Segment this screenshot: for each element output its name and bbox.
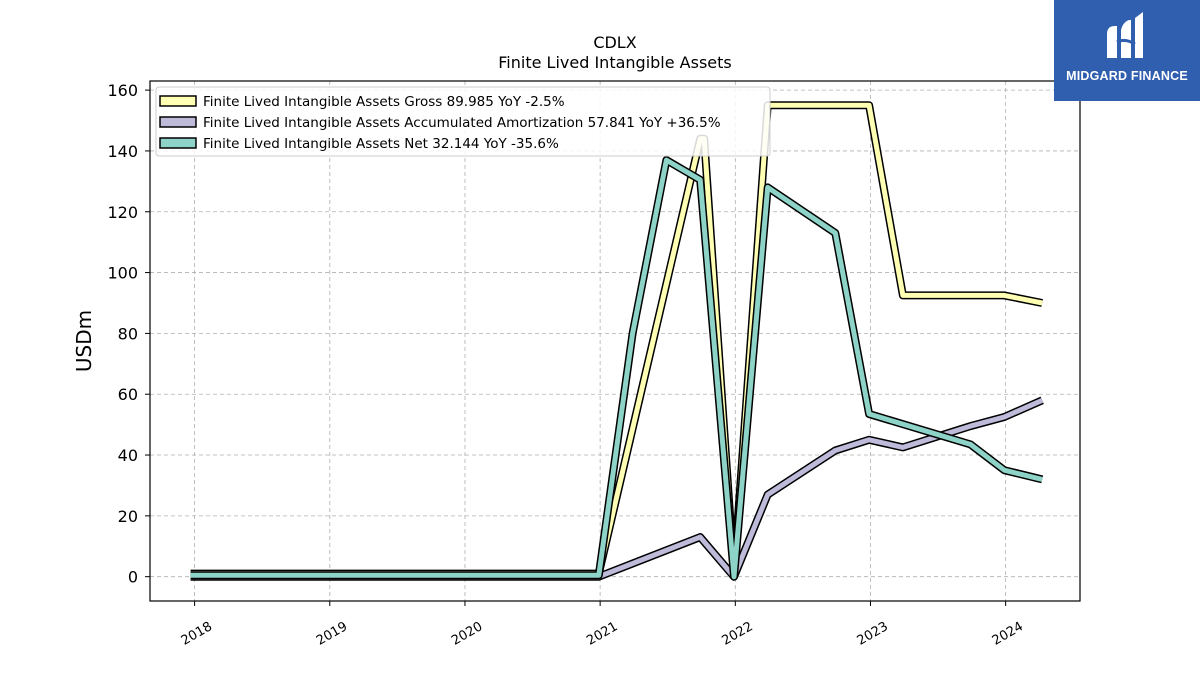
- legend-entry: Finite Lived Intangible Assets Gross 89.…: [203, 94, 565, 110]
- legend-entry: Finite Lived Intangible Assets Accumulat…: [203, 115, 721, 131]
- x-tick-label: 2022: [719, 619, 755, 649]
- plot-area-frame: [149, 80, 1081, 602]
- y-tick-label: 140: [107, 142, 138, 161]
- midgard-finance-logo: MIDGARD FINANCE: [1054, 0, 1200, 101]
- chart-subtitle: Finite Lived Intangible Assets: [498, 53, 731, 72]
- legend-swatch: [159, 137, 197, 149]
- axis-ticks: 0 20 40 60 80 100 120 140 160 2018 2019 2020 2021 202…: [107, 81, 1026, 649]
- x-tick-label: 2023: [855, 619, 891, 649]
- y-tick-label: 80: [118, 324, 138, 343]
- x-tick-label: 2018: [179, 619, 215, 649]
- y-axis-label: USDm: [72, 310, 96, 372]
- legend-swatch: [159, 116, 197, 128]
- series-line-3: [190, 157, 1043, 580]
- x-tick-label: 2019: [314, 619, 350, 649]
- series-lines: [190, 101, 1044, 581]
- y-tick-label: 40: [118, 446, 138, 465]
- series-line-1: [190, 102, 1043, 577]
- chart-title: CDLX: [593, 33, 636, 52]
- y-tick-label: 20: [118, 507, 138, 526]
- grid-lines: [150, 81, 1080, 601]
- legend-entry: Finite Lived Intangible Assets Net 32.14…: [203, 136, 559, 152]
- y-tick-label: 60: [118, 385, 138, 404]
- y-tick-label: 0: [128, 568, 138, 587]
- series-line-2: [190, 398, 1044, 580]
- y-tick-label: 100: [107, 264, 138, 283]
- y-tick-label: 160: [107, 81, 138, 100]
- x-tick-label: 2024: [990, 619, 1026, 649]
- x-tick-label: 2021: [584, 619, 620, 649]
- y-tick-label: 120: [107, 203, 138, 222]
- legend: Finite Lived Intangible Assets Gross 89.…: [155, 86, 771, 157]
- midgard-logo-icon: [1107, 12, 1143, 58]
- legend-box: [155, 86, 771, 157]
- x-tick-label: 2020: [449, 619, 485, 649]
- logo-text: MIDGARD FINANCE: [1066, 69, 1188, 83]
- legend-swatch: [159, 95, 197, 107]
